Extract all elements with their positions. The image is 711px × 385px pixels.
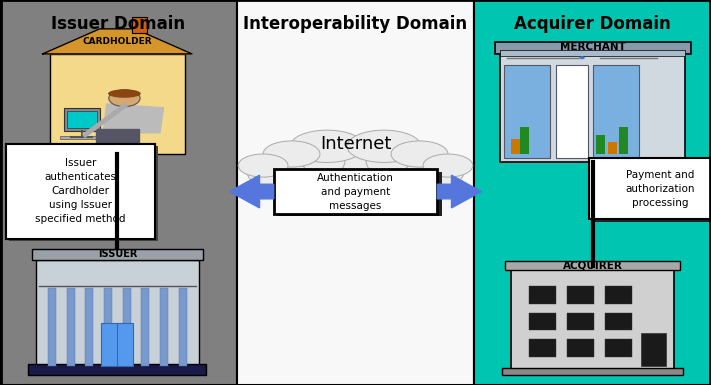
- FancyBboxPatch shape: [123, 288, 131, 366]
- FancyArrow shape: [230, 175, 274, 208]
- FancyBboxPatch shape: [520, 127, 529, 154]
- FancyBboxPatch shape: [641, 333, 665, 366]
- Text: Acquirer Domain: Acquirer Domain: [514, 15, 671, 33]
- Polygon shape: [96, 129, 139, 146]
- Text: Issuer Domain: Issuer Domain: [51, 15, 186, 33]
- FancyBboxPatch shape: [160, 288, 168, 366]
- FancyBboxPatch shape: [495, 42, 691, 54]
- FancyBboxPatch shape: [608, 142, 617, 154]
- FancyBboxPatch shape: [132, 17, 147, 33]
- Circle shape: [579, 56, 584, 59]
- FancyBboxPatch shape: [501, 50, 685, 56]
- FancyBboxPatch shape: [604, 313, 631, 330]
- Text: Authentication
and payment
messages: Authentication and payment messages: [317, 172, 394, 211]
- FancyBboxPatch shape: [9, 146, 158, 241]
- FancyBboxPatch shape: [556, 65, 588, 158]
- FancyBboxPatch shape: [503, 65, 550, 158]
- FancyBboxPatch shape: [474, 0, 711, 385]
- FancyBboxPatch shape: [505, 261, 680, 270]
- Text: Interoperability Domain: Interoperability Domain: [243, 15, 468, 33]
- Text: Issuer
authenticates
Cardholder
using Issuer
specified method: Issuer authenticates Cardholder using Is…: [35, 157, 126, 224]
- FancyBboxPatch shape: [594, 160, 711, 222]
- Text: Internet: Internet: [320, 136, 391, 153]
- FancyBboxPatch shape: [32, 249, 203, 260]
- FancyBboxPatch shape: [178, 288, 186, 366]
- Text: MERCHANT: MERCHANT: [560, 42, 626, 52]
- FancyBboxPatch shape: [596, 135, 606, 154]
- Text: CARDHOLDER: CARDHOLDER: [82, 37, 152, 46]
- FancyBboxPatch shape: [0, 0, 237, 385]
- Ellipse shape: [316, 173, 395, 204]
- FancyBboxPatch shape: [102, 323, 134, 366]
- FancyBboxPatch shape: [501, 54, 685, 162]
- FancyBboxPatch shape: [529, 313, 556, 330]
- Ellipse shape: [302, 144, 409, 194]
- FancyBboxPatch shape: [85, 288, 93, 366]
- FancyBboxPatch shape: [510, 139, 520, 154]
- Ellipse shape: [404, 159, 464, 187]
- Ellipse shape: [423, 154, 473, 177]
- FancyBboxPatch shape: [567, 339, 594, 357]
- Ellipse shape: [238, 154, 288, 177]
- Ellipse shape: [366, 143, 444, 180]
- FancyBboxPatch shape: [6, 144, 155, 239]
- FancyBboxPatch shape: [604, 339, 631, 357]
- FancyBboxPatch shape: [567, 286, 594, 304]
- FancyBboxPatch shape: [502, 368, 683, 375]
- FancyBboxPatch shape: [64, 108, 100, 131]
- Text: ISSUER: ISSUER: [97, 249, 137, 259]
- FancyBboxPatch shape: [274, 169, 437, 214]
- FancyBboxPatch shape: [529, 286, 556, 304]
- Ellipse shape: [286, 170, 354, 199]
- FancyBboxPatch shape: [28, 364, 206, 375]
- FancyBboxPatch shape: [67, 111, 97, 128]
- Polygon shape: [43, 29, 192, 54]
- FancyBboxPatch shape: [141, 288, 149, 366]
- Ellipse shape: [391, 141, 448, 167]
- Ellipse shape: [347, 130, 421, 162]
- FancyBboxPatch shape: [48, 288, 56, 366]
- Circle shape: [109, 90, 140, 107]
- FancyBboxPatch shape: [278, 172, 442, 216]
- FancyArrow shape: [437, 175, 481, 208]
- FancyBboxPatch shape: [619, 127, 629, 154]
- Text: ACQUIRER: ACQUIRER: [562, 260, 623, 270]
- Ellipse shape: [357, 170, 425, 199]
- Ellipse shape: [290, 130, 364, 162]
- Text: Payment and
authorization
processing: Payment and authorization processing: [626, 170, 695, 208]
- FancyBboxPatch shape: [67, 288, 75, 366]
- FancyBboxPatch shape: [529, 339, 556, 357]
- Ellipse shape: [263, 141, 320, 167]
- FancyBboxPatch shape: [604, 286, 631, 304]
- FancyBboxPatch shape: [510, 270, 674, 370]
- FancyBboxPatch shape: [6, 144, 155, 239]
- Ellipse shape: [247, 159, 307, 187]
- FancyBboxPatch shape: [593, 65, 639, 158]
- Ellipse shape: [267, 143, 345, 180]
- Ellipse shape: [108, 89, 141, 98]
- FancyBboxPatch shape: [36, 260, 199, 368]
- FancyBboxPatch shape: [60, 136, 103, 139]
- FancyBboxPatch shape: [237, 0, 474, 385]
- FancyBboxPatch shape: [567, 313, 594, 330]
- FancyBboxPatch shape: [589, 158, 711, 219]
- FancyBboxPatch shape: [104, 288, 112, 366]
- Polygon shape: [103, 104, 164, 133]
- FancyBboxPatch shape: [50, 54, 185, 154]
